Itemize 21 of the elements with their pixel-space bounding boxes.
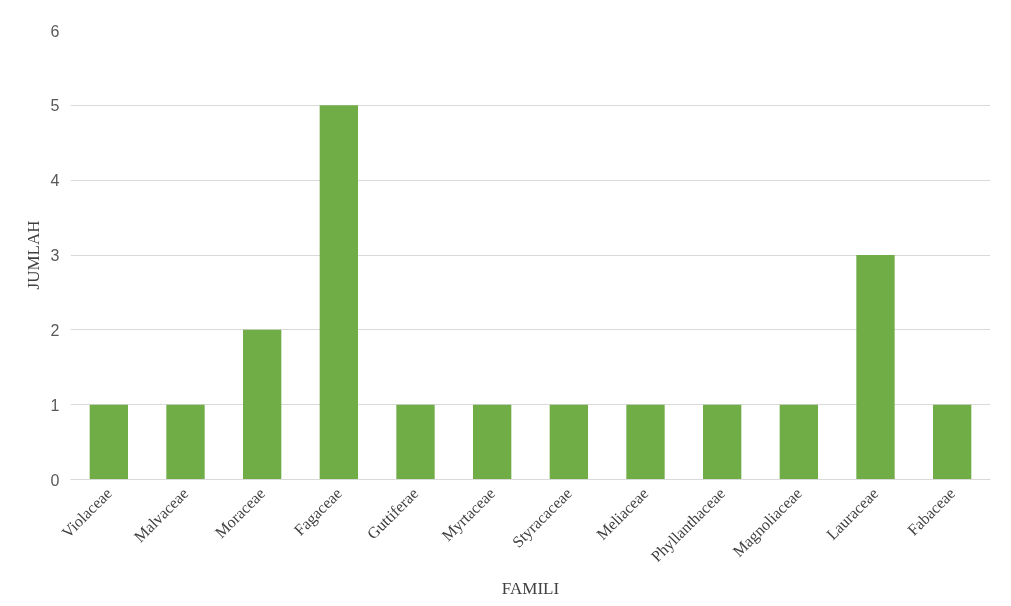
bar bbox=[243, 329, 282, 480]
bar bbox=[473, 404, 512, 480]
bar bbox=[396, 404, 435, 480]
bar bbox=[933, 404, 972, 480]
bar bbox=[856, 255, 895, 480]
bar bbox=[779, 404, 818, 480]
y-axis-title: JUMLAH bbox=[23, 220, 43, 290]
bar bbox=[319, 105, 358, 480]
y-tick-label: 5 bbox=[50, 97, 60, 115]
bar bbox=[166, 404, 205, 480]
y-tick-label: 0 bbox=[50, 471, 60, 489]
bar bbox=[89, 404, 128, 480]
x-axis-title: FAMILI bbox=[501, 578, 560, 598]
bar bbox=[549, 404, 588, 480]
y-tick-label: 1 bbox=[50, 396, 60, 414]
y-tick-label: 6 bbox=[50, 22, 60, 40]
y-tick-label: 2 bbox=[50, 321, 60, 339]
bar bbox=[626, 404, 665, 480]
bar bbox=[703, 404, 742, 480]
y-tick-label: 3 bbox=[50, 247, 60, 264]
y-tick-label: 4 bbox=[50, 172, 60, 190]
